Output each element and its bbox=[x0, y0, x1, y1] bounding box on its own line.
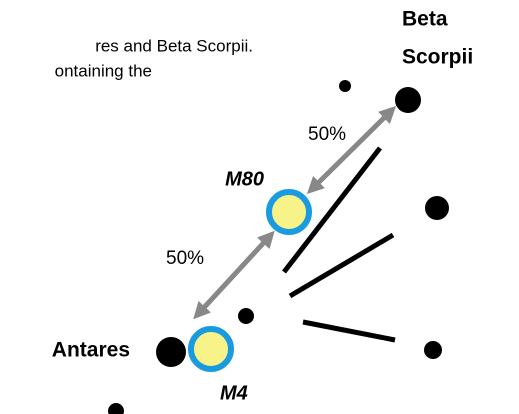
star-chart: res and Beta Scorpii. ontaining the Beta… bbox=[0, 0, 519, 414]
star bbox=[424, 341, 442, 359]
caption-line: res and Beta Scorpii. bbox=[95, 36, 253, 55]
star bbox=[156, 337, 186, 367]
star bbox=[238, 308, 254, 324]
star bbox=[395, 87, 421, 113]
star bbox=[339, 80, 351, 92]
star-label: Antares bbox=[52, 339, 130, 362]
star-label: Scorpii bbox=[402, 46, 473, 69]
constellation-line bbox=[303, 322, 395, 340]
star bbox=[425, 196, 449, 220]
page: {"caption": ["res and Beta Scorpii.", "o… bbox=[0, 0, 519, 414]
percent-label: 50% bbox=[308, 124, 346, 145]
star bbox=[108, 403, 124, 414]
cluster-marker bbox=[191, 329, 231, 369]
distance-arrow bbox=[199, 237, 269, 313]
cluster-marker bbox=[269, 192, 309, 232]
caption-line: ontaining the bbox=[55, 61, 152, 80]
cluster-label: M4 bbox=[220, 382, 248, 404]
star-label: Beta bbox=[402, 8, 448, 31]
cluster-label: M80 bbox=[225, 168, 264, 190]
percent-label: 50% bbox=[166, 248, 204, 269]
